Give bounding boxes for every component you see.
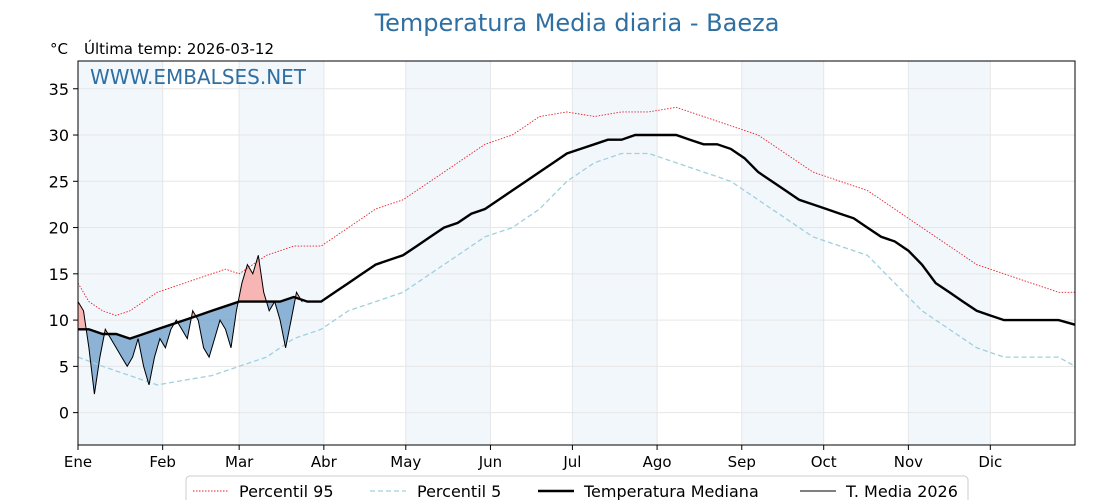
series-line-percentil-95 <box>77 106 1075 316</box>
x-tick-label-may: May <box>390 453 421 471</box>
x-tick-label-nov: Nov <box>894 453 923 471</box>
series-lines <box>77 106 1076 395</box>
x-tick-label-mar: Mar <box>225 453 254 471</box>
chart-title: Temperatura Media diaria - Baeza <box>374 9 780 37</box>
legend-label: Percentil 5 <box>417 482 501 500</box>
y-tick-label: 0 <box>59 404 69 423</box>
month-shade-jul <box>572 61 658 445</box>
x-tick-label-feb: Feb <box>149 453 176 471</box>
axes: 0 5 10 15 20 25 30 35 Ene Feb Mar Abr May Jun Jul Ago Se… <box>49 60 1076 471</box>
legend-box <box>185 475 969 500</box>
x-tick-label-oct: Oct <box>811 453 837 471</box>
month-shade-may <box>405 61 491 445</box>
last-temp-label: Última temp: 2026-03-12 <box>84 39 274 58</box>
y-tick-label: 35 <box>49 80 69 99</box>
series-line-temperatura-mediana <box>78 133 1076 340</box>
x-tick-label-ago: Ago <box>643 453 672 471</box>
y-tick-label: 15 <box>49 265 69 284</box>
series-line-percentil-5 <box>77 152 1076 386</box>
legend-label: T. Media 2026 <box>845 482 958 500</box>
x-tick-label-dic: Dic <box>978 453 1002 471</box>
month-shade-mar <box>239 61 324 445</box>
y-tick-label: 10 <box>49 311 69 330</box>
y-tick-label: 25 <box>49 172 69 191</box>
plot-frame <box>77 60 1076 446</box>
month-shade-ene <box>78 61 163 445</box>
series-line-t-media-2026 <box>77 255 303 395</box>
y-tick-label: 5 <box>59 357 69 376</box>
watermark: WWW.EMBALSES.NET <box>90 65 307 89</box>
x-tick-label-abr: Abr <box>311 453 338 471</box>
month-shade-sep <box>741 61 824 445</box>
legend-label: Temperatura Mediana <box>583 482 759 500</box>
plot-background <box>78 61 1075 445</box>
x-tick-label-sep: Sep <box>728 453 756 471</box>
legend: Percentil 95 Percentil 5 Temperatura Media… <box>185 475 969 500</box>
x-tick-label-jun: Jun <box>478 453 502 471</box>
x-tick-label-ene: Ene <box>64 453 92 471</box>
y-tick-label: 20 <box>49 219 69 238</box>
y-unit-label: °C <box>50 40 68 58</box>
legend-label: Percentil 95 <box>239 482 334 500</box>
y-tick-label: 30 <box>49 126 69 145</box>
month-shade-nov <box>908 61 991 445</box>
x-tick-label-jul: Jul <box>562 453 581 471</box>
